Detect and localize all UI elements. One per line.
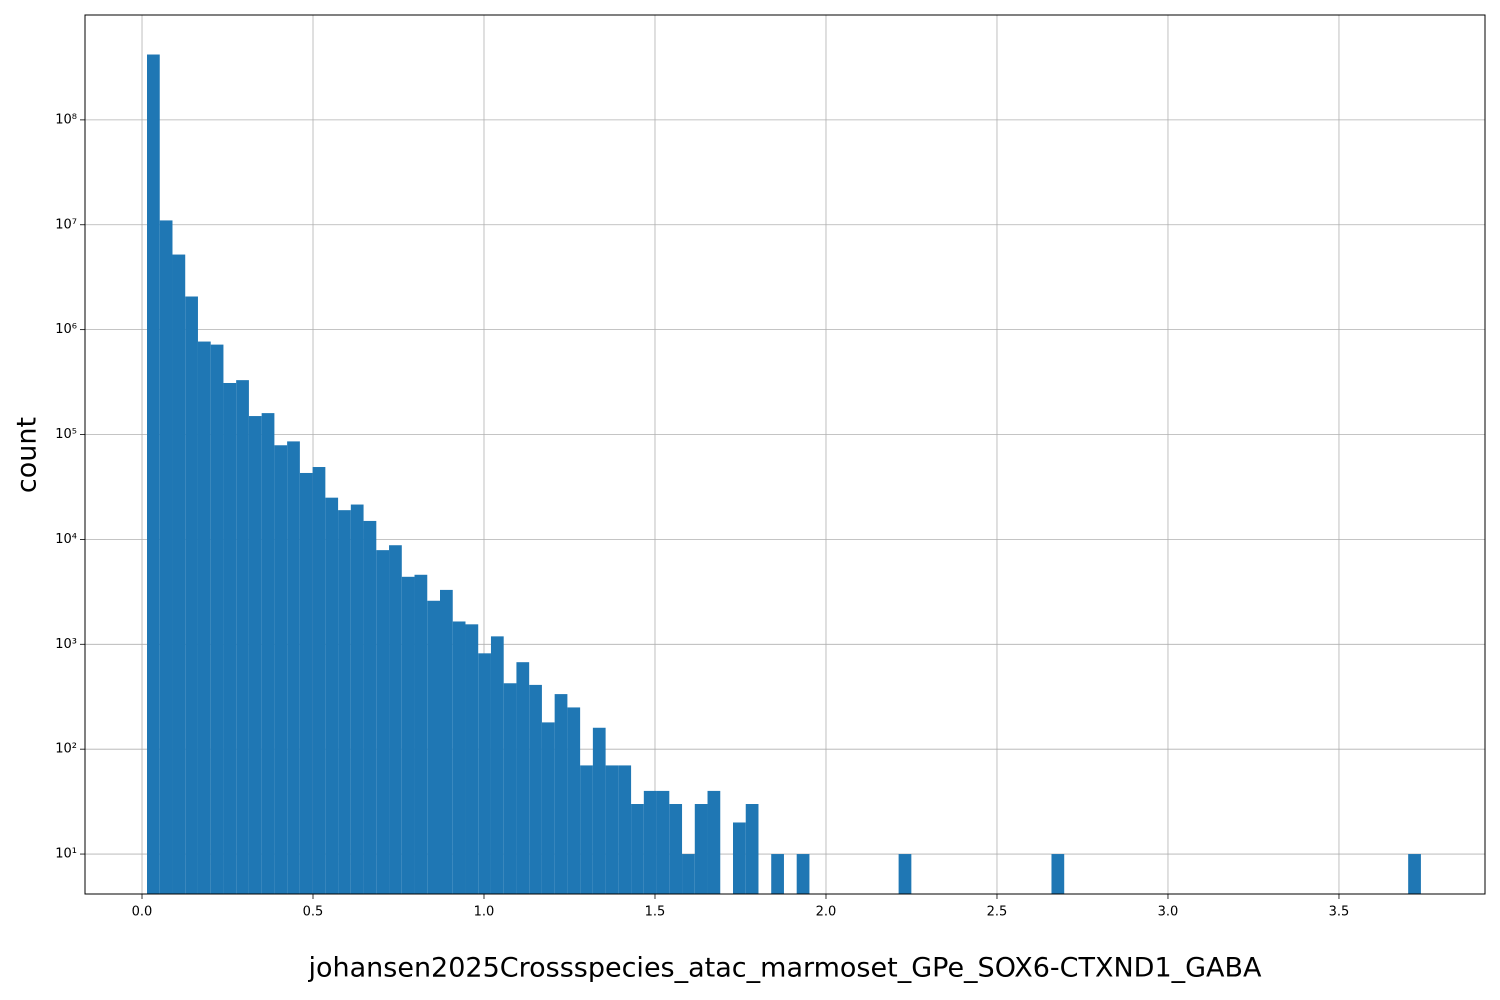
bar	[299, 472, 313, 894]
bar	[656, 790, 670, 894]
bar	[554, 694, 568, 894]
bar	[350, 504, 364, 894]
bar	[733, 822, 746, 894]
bar	[682, 854, 695, 894]
bar	[363, 520, 377, 894]
x-axis-label: johansen2025Crossspecies_atac_marmoset_G…	[307, 953, 1262, 984]
x-tick-label: 2.5	[987, 905, 1008, 920]
x-tick-label: 2.0	[816, 905, 837, 920]
y-tick-label: 10³	[55, 637, 77, 652]
bar	[529, 684, 542, 894]
x-tick-label: 1.5	[645, 905, 666, 920]
bar	[147, 54, 160, 894]
bar	[669, 804, 683, 894]
bar	[490, 636, 504, 894]
x-tick-label: 3.5	[1329, 905, 1350, 920]
bar	[197, 341, 211, 894]
x-tick-label: 3.0	[1158, 905, 1179, 920]
bar	[440, 589, 453, 894]
y-tick-label: 10⁴	[55, 532, 77, 547]
bar	[478, 653, 491, 894]
bar	[465, 624, 479, 894]
bar	[223, 382, 237, 894]
bar	[707, 790, 721, 894]
bar	[427, 600, 441, 894]
bar	[338, 510, 351, 894]
bar	[248, 416, 262, 894]
bar	[159, 220, 173, 894]
bar	[325, 497, 339, 894]
y-tick-label: 10²	[55, 742, 77, 757]
bar	[898, 854, 912, 894]
bar	[796, 854, 810, 894]
bar	[605, 765, 619, 894]
bar	[516, 662, 530, 894]
bar	[643, 790, 657, 894]
y-tick-label: 10⁸	[55, 112, 77, 127]
bar	[210, 344, 224, 894]
y-tick-label: 10⁶	[55, 322, 77, 337]
bar	[261, 413, 275, 894]
bar	[1051, 854, 1065, 894]
bar	[312, 467, 326, 894]
bar	[592, 727, 606, 894]
x-tick-label: 0.0	[132, 905, 153, 920]
bar	[694, 804, 708, 894]
bar	[172, 254, 186, 894]
bar	[389, 545, 402, 894]
bar	[236, 380, 249, 895]
bar	[541, 722, 555, 894]
bar	[745, 804, 759, 894]
y-tick-label: 10¹	[55, 847, 77, 862]
y-axis-label: count	[12, 417, 43, 493]
bar	[771, 854, 784, 894]
bar	[618, 765, 632, 894]
bar	[287, 441, 300, 894]
bar	[414, 574, 428, 894]
bar	[401, 576, 415, 894]
bar	[631, 804, 644, 894]
y-tick-label: 10⁷	[55, 217, 77, 232]
bar	[503, 683, 517, 894]
plot-frame	[84, 14, 1486, 895]
bar	[376, 550, 390, 894]
x-tick-label: 0.5	[303, 905, 324, 920]
y-tick-label: 10⁵	[55, 427, 77, 442]
bar	[580, 765, 593, 894]
x-tick-label: 1.0	[474, 905, 495, 920]
bar	[567, 707, 581, 894]
bar	[452, 621, 466, 894]
bar	[274, 445, 288, 894]
bar	[1408, 854, 1421, 894]
bar	[185, 296, 198, 894]
